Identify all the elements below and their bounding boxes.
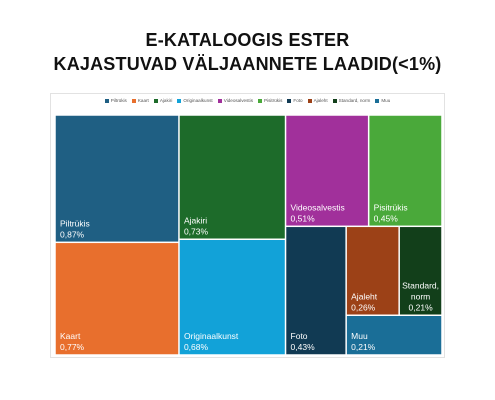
tile-value-label: 0,87%	[60, 229, 85, 239]
legend-item: Videosalvestis	[217, 98, 253, 103]
legend-swatch	[332, 98, 337, 103]
tile-category-label: Ajaleht	[351, 291, 378, 301]
treemap-tile-rect	[179, 115, 285, 239]
treemap-tile-rect	[179, 240, 285, 355]
tile-value-label: 0,43%	[291, 342, 316, 352]
legend-label: Muu	[381, 98, 391, 103]
legend-label: Kaart	[137, 98, 149, 103]
legend-item: Foto	[287, 98, 303, 103]
legend-item: Kaart	[131, 98, 149, 103]
legend-swatch	[104, 98, 109, 103]
chart-title-line-1: E-KATALOOGIS ESTER	[145, 30, 350, 50]
tile-value-label: 0,45%	[374, 213, 399, 223]
legend-swatch	[217, 98, 222, 103]
treemap-tile-rect	[399, 227, 442, 315]
legend-item: Standard, norm	[332, 98, 371, 103]
legend-label: Pisitrükis	[264, 98, 283, 103]
tile-category-label: norm	[411, 291, 430, 301]
treemap-tile-rect	[346, 227, 399, 315]
legend-swatch	[307, 98, 312, 103]
legend-label: Ajakiri	[159, 98, 173, 103]
legend-label: Standard, norm	[338, 98, 371, 103]
treemap-tile-rect	[286, 115, 368, 226]
tile-category-label: Originaalkunst	[184, 331, 239, 341]
tile-value-label: 0,21%	[351, 342, 376, 352]
tile-category-label: Standard,	[402, 280, 439, 290]
legend-label: Originaalkunst	[183, 98, 213, 103]
legend-item: Originaalkunst	[177, 98, 213, 103]
chart-area: Piltrükis Kaart Ajakiri Originaalkunst Video…	[50, 93, 445, 358]
legend-swatch	[153, 98, 158, 103]
legend-swatch	[177, 98, 182, 103]
legend-label: Videosalvestis	[223, 98, 253, 103]
tile-value-label: 0,26%	[351, 302, 376, 312]
tile-category-label: Kaart	[60, 331, 81, 341]
chart-legend: Piltrükis Kaart Ajakiri Originaalkunst Video…	[51, 98, 444, 103]
tile-category-label: Foto	[291, 331, 308, 341]
legend-item: Muu	[375, 98, 390, 103]
legend-label: Ajaleht	[313, 98, 328, 103]
legend-label: Foto	[293, 98, 303, 103]
treemap-tile-rect	[55, 243, 179, 355]
legend-swatch	[287, 98, 292, 103]
treemap-tile-rect	[286, 227, 346, 355]
tile-value-label: 0,73%	[184, 226, 209, 236]
treemap-tile-rect	[369, 115, 442, 226]
legend-item: Ajaleht	[307, 98, 328, 103]
tile-value-label: 0,21%	[409, 302, 434, 312]
legend-item: Piltrükis	[104, 98, 127, 103]
tile-category-label: Videosalvestis	[291, 202, 345, 212]
tile-category-label: Ajakiri	[184, 215, 207, 225]
legend-swatch	[131, 98, 136, 103]
tile-value-label: 0,68%	[184, 342, 209, 352]
tile-value-label: 0,51%	[291, 213, 316, 223]
tile-category-label: Pisitrükis	[374, 202, 408, 212]
legend-swatch	[258, 98, 262, 103]
chart-title-line-2: KAJASTUVAD VÄLJAANNETE LAADID(<1%)	[53, 54, 442, 74]
treemap-tile-rect	[346, 316, 442, 355]
legend-label: Piltrükis	[110, 98, 127, 103]
tile-category-label: Muu	[351, 331, 368, 341]
tile-value-label: 0,77%	[60, 342, 85, 352]
legend-swatch	[375, 98, 380, 103]
tile-category-label: Piltrükis	[60, 218, 90, 228]
legend-item: Pisitrükis	[258, 98, 282, 103]
treemap-tile-rect	[55, 115, 179, 242]
treemap-chart: Piltrükis0,87%Kaart0,77%Ajakiri0,73%Orig…	[55, 115, 442, 355]
legend-item: Ajakiri	[153, 98, 173, 103]
